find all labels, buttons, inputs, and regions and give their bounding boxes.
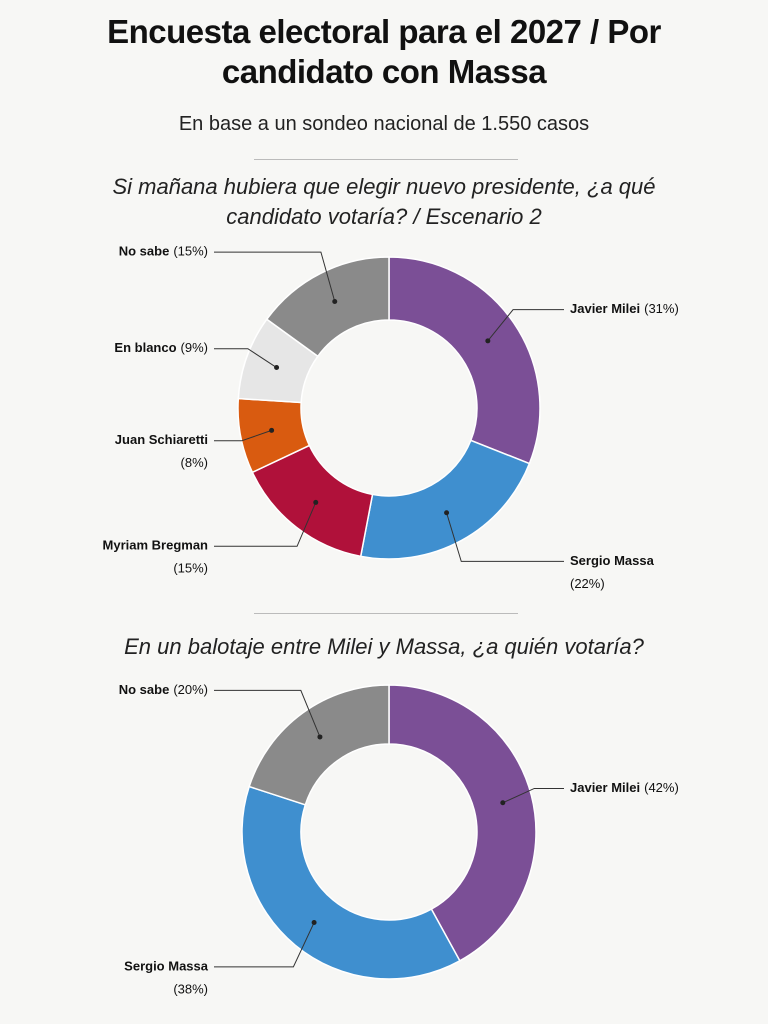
leader-line <box>487 309 564 342</box>
leader-line <box>214 429 272 442</box>
leader-dot <box>485 338 491 344</box>
leader-line <box>214 348 277 368</box>
leader-dot <box>311 920 317 926</box>
donut-slice <box>388 684 537 962</box>
label-value: (42%) <box>644 780 679 795</box>
title: Encuesta electoral para el 2027 / Por ca… <box>107 13 661 90</box>
label-value: (9%) <box>181 340 208 355</box>
label-value: (15%) <box>173 561 208 576</box>
label-value: (20%) <box>173 682 208 697</box>
label-name: En blanco <box>114 340 176 355</box>
donut-slice <box>241 785 461 980</box>
leader-dot <box>332 299 338 305</box>
label-name: No sabe <box>119 682 170 697</box>
separator <box>254 613 518 614</box>
leader-line <box>214 922 315 968</box>
label-value: (8%) <box>181 455 208 470</box>
leader-dot <box>444 510 450 516</box>
donut-slice <box>265 256 390 358</box>
label-value: (15%) <box>173 244 208 259</box>
label-value: (31%) <box>644 301 679 316</box>
chart-title: En un balotaje entre Milei y Massa, ¿a q… <box>124 634 644 659</box>
leader-line <box>446 512 564 562</box>
leader-line <box>502 787 564 804</box>
donut-slice <box>388 256 541 465</box>
label-name: Myriam Bregman <box>103 538 209 553</box>
subtitle: En base a un sondeo nacional de 1.550 ca… <box>178 113 590 135</box>
leader-dot <box>313 499 319 505</box>
leader-line <box>214 689 321 738</box>
donut-slice <box>359 439 531 560</box>
label-value: (22%) <box>570 576 605 591</box>
label-name: Javier Milei <box>570 301 640 316</box>
leader-line <box>214 502 317 547</box>
label-name: Sergio Massa <box>124 958 209 973</box>
leader-dot <box>274 365 280 371</box>
leader-dot <box>269 427 275 433</box>
label-name: Javier Milei <box>570 780 640 795</box>
leader-dot <box>500 800 506 806</box>
label-value: (38%) <box>173 981 208 996</box>
leader-dot <box>317 734 323 740</box>
chart-title: Si mañana hubiera que elegir nuevo presi… <box>112 174 656 229</box>
label-name: Sergio Massa <box>570 553 655 568</box>
separator <box>254 159 518 160</box>
donut-slice <box>248 684 390 806</box>
label-name: Juan Schiaretti <box>115 432 208 447</box>
leader-line <box>214 251 336 302</box>
label-name: No sabe <box>119 244 170 259</box>
